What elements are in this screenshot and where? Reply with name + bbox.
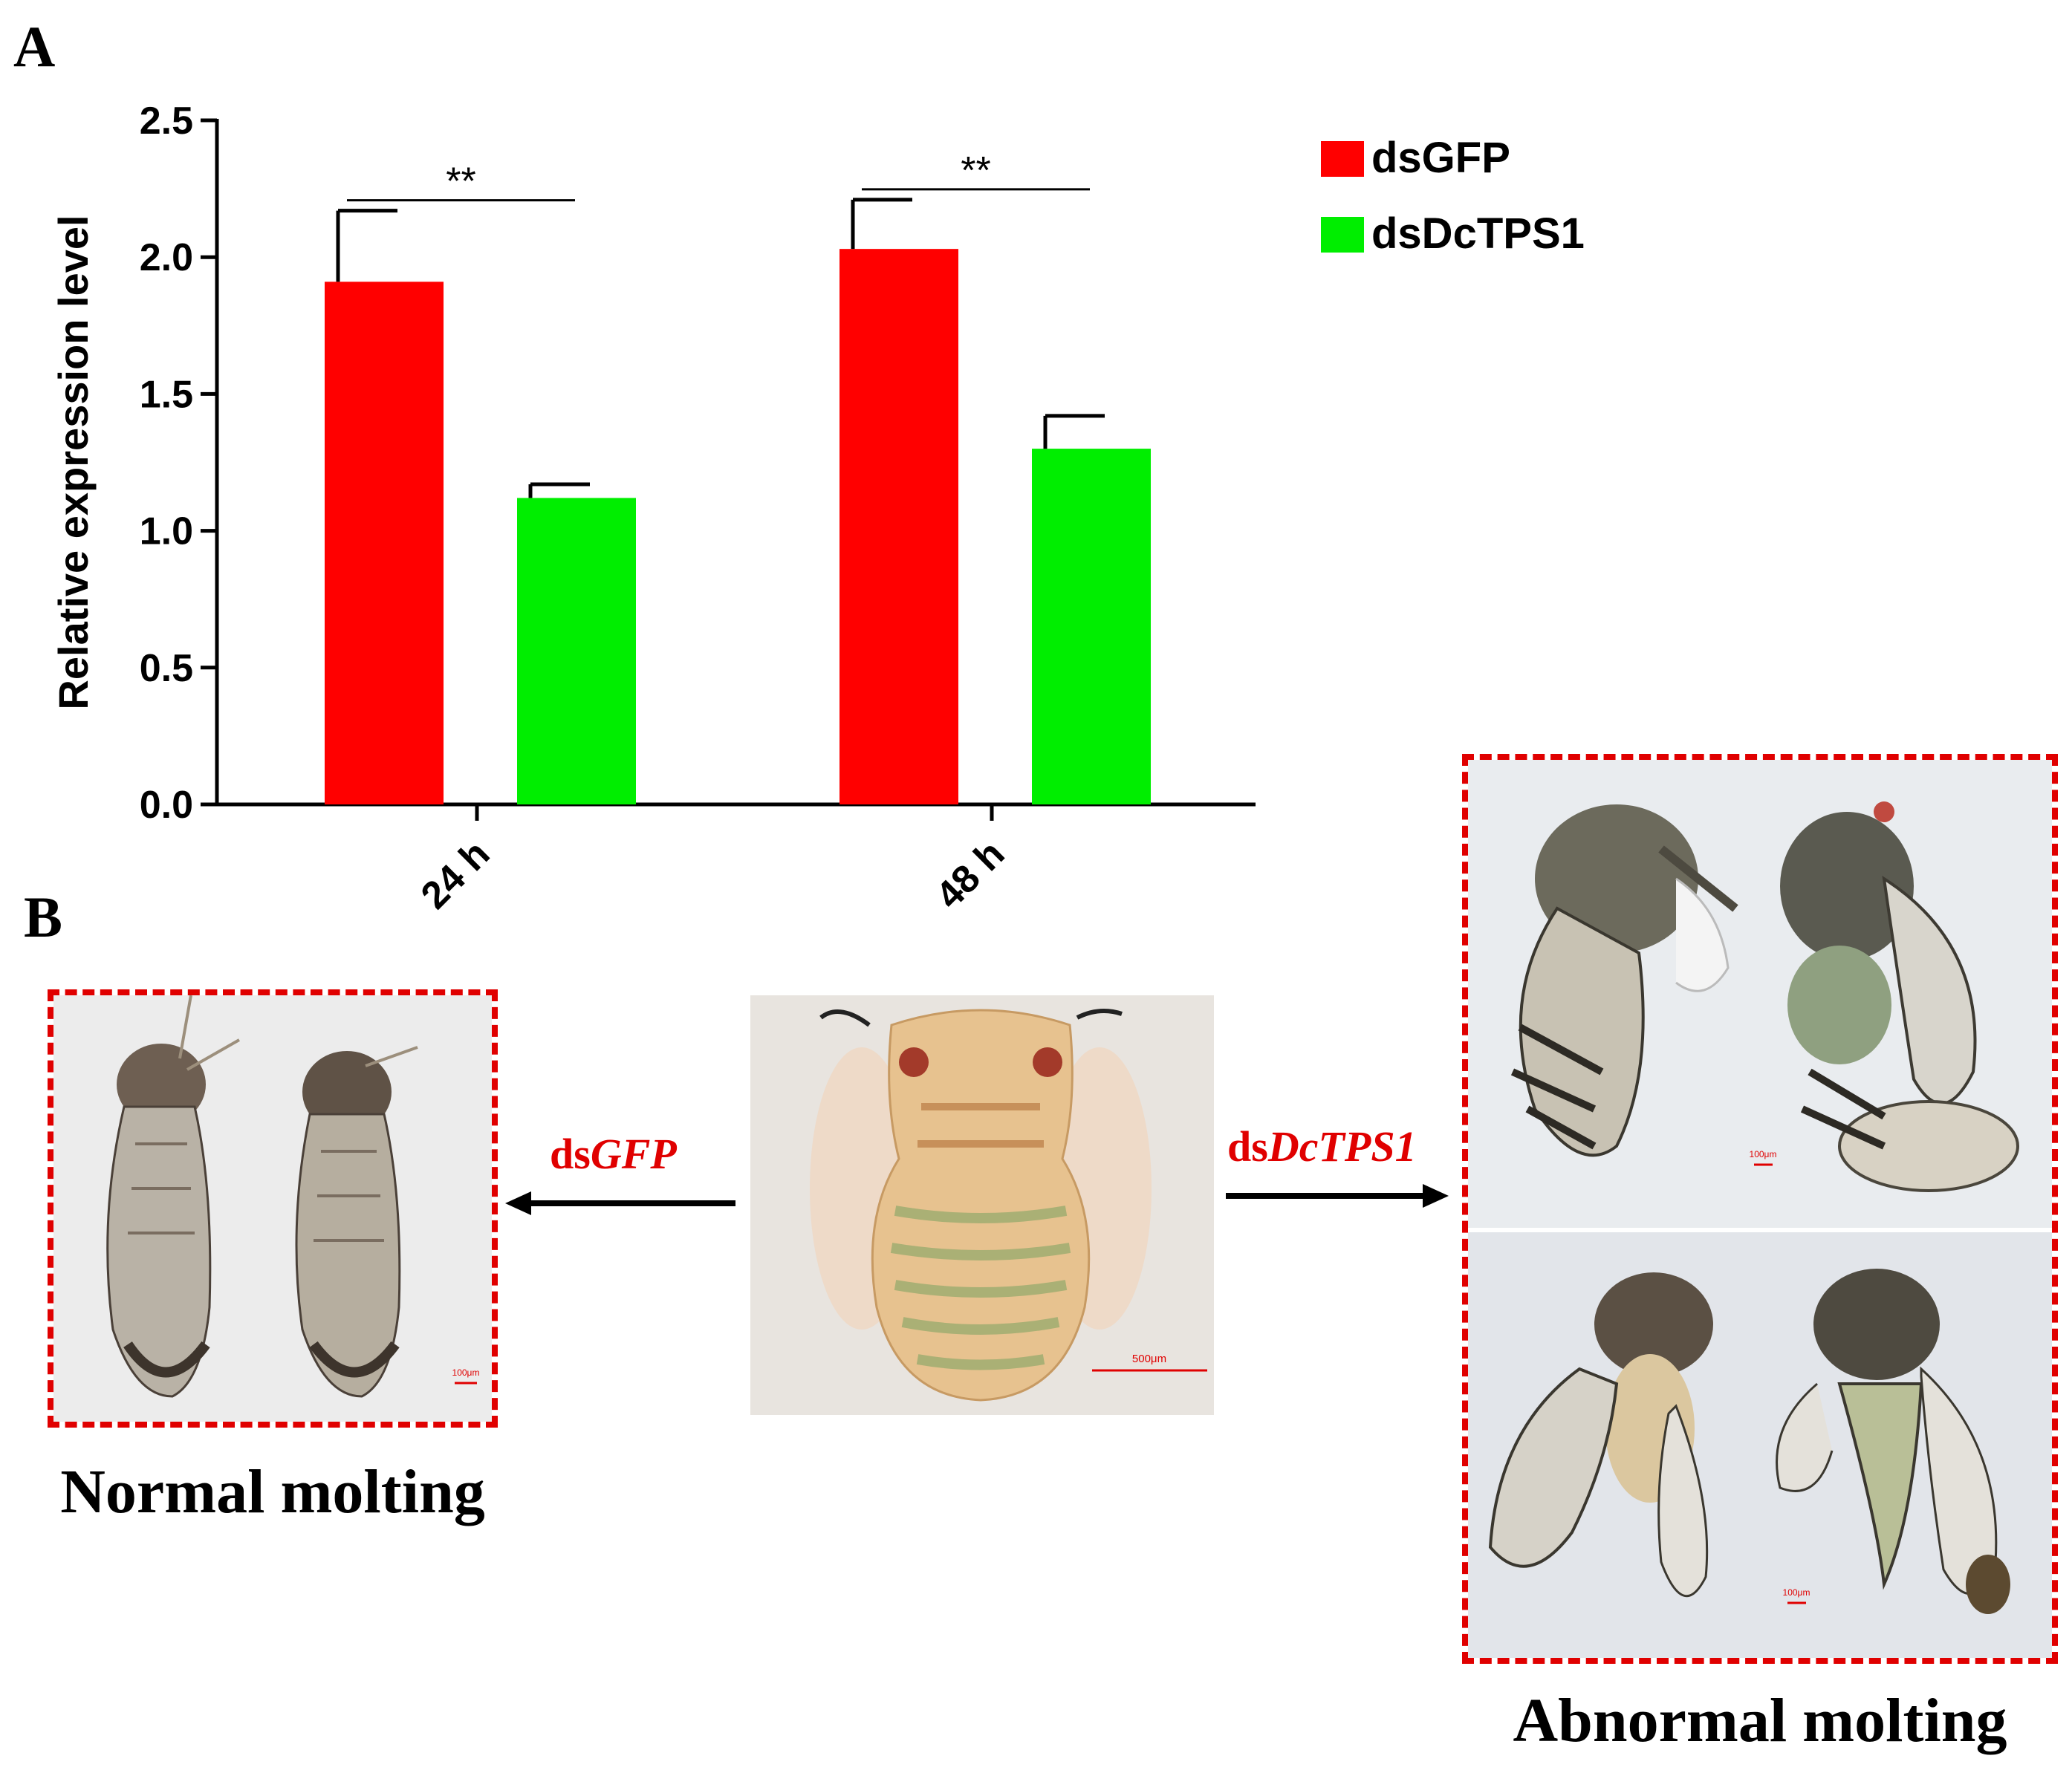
legend-label-dsDcTPS1: dsDcTPS1 [1371, 209, 1585, 258]
normal-adult-left [106, 995, 240, 1398]
bar-dsGFP-1 [839, 249, 958, 804]
right-arrow [1226, 1184, 1449, 1208]
panel-b-label: B [24, 885, 63, 949]
abnormal-top-scale-label: 100μm [1750, 1149, 1777, 1159]
abnormal-insect-3 [1488, 1272, 1713, 1598]
y-tick-label-0: 0.0 [140, 784, 193, 827]
dsgfp-label: dsGFP [550, 1130, 677, 1178]
normal-adult-right [295, 1046, 418, 1398]
abnormal-molting-caption: Abnormal molting [1513, 1686, 2007, 1755]
abnormal-molting-frame: 100μm 100μm [1462, 754, 2058, 1664]
panel-a-label: A [13, 14, 56, 79]
bar-dsDcTPS1-1 [1032, 449, 1151, 804]
legend-swatch-dsGFP [1321, 141, 1364, 177]
x-tick-label-0: 24 h [413, 832, 498, 917]
normal-molting-frame: 100μm [48, 989, 498, 1428]
bar-dsGFP-0 [325, 282, 444, 805]
y-tick-label-1: 0.5 [140, 647, 193, 690]
legend-swatch-dsDcTPS1 [1321, 217, 1364, 253]
left-arrow [505, 1191, 735, 1215]
abnormal-insect-4 [1776, 1269, 2010, 1614]
abnormal-insect-2 [1780, 801, 2019, 1192]
bar-chart: 0.0 0.5 1.0 1.5 2.0 2.5 Relative expression le… [50, 100, 1585, 917]
center-scale-label: 500μm [1132, 1353, 1166, 1365]
y-tick-label-4: 2.0 [140, 236, 193, 279]
y-axis-label: Relative expression level [50, 215, 97, 709]
abnormal-insect-1 [1510, 804, 1738, 1157]
nymph-photo: 500μm [750, 995, 1214, 1415]
significance-label-0: ** [446, 160, 475, 204]
legend-label-dsGFP: dsGFP [1371, 134, 1510, 182]
abnormal-bottom-scale-label: 100μm [1783, 1587, 1810, 1598]
abnormal-molting-photos: 100μm 100μm [1468, 760, 2052, 1658]
y-tick-label-3: 1.5 [140, 373, 193, 416]
y-tick-label-5: 2.5 [140, 100, 193, 143]
significance-label-1: ** [961, 149, 990, 192]
y-tick-label-2: 1.0 [140, 510, 193, 553]
x-tick-label-1: 48 h [928, 832, 1013, 917]
normal-molting-photo: 100μm [53, 995, 492, 1422]
bar-dsDcTPS1-0 [517, 498, 636, 804]
dsdctps1-label: dsDcTPS1 [1227, 1122, 1417, 1171]
nymph-body [810, 1009, 1152, 1402]
normal-scale-label: 100μm [452, 1367, 480, 1378]
normal-molting-caption: Normal molting [60, 1457, 485, 1526]
